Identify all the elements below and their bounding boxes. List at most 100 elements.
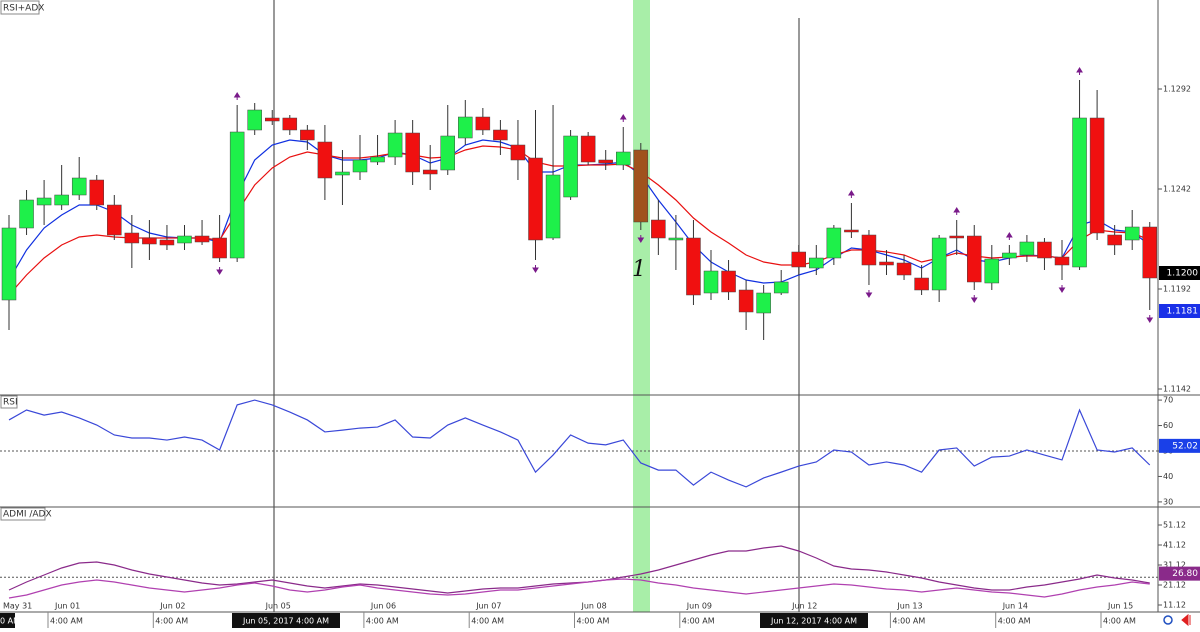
value-label-box <box>1159 438 1200 453</box>
candle-body <box>36 197 52 206</box>
panel-title-box <box>0 395 18 409</box>
candle-body <box>300 129 315 141</box>
toolbar-icons[interactable] <box>1163 613 1191 627</box>
candle-body <box>352 159 368 173</box>
fractal-up-marker <box>619 114 627 122</box>
candle-body <box>844 229 859 233</box>
crosshair-label-box <box>232 613 340 628</box>
candle-body <box>422 169 438 175</box>
value-label: 52.02 <box>1172 441 1198 451</box>
value-label: 26.80 <box>1172 569 1198 579</box>
fractal-up-marker <box>233 92 241 100</box>
indicator-line <box>8 578 1150 599</box>
value-label-box <box>1159 304 1200 318</box>
value-label: 1.1181 <box>1167 307 1199 317</box>
candle-body <box>265 117 280 122</box>
y-tick-label: 40 <box>1163 472 1173 481</box>
candle-body <box>19 199 34 229</box>
fractal-up-marker <box>953 207 961 215</box>
x-time-label: 4:00 AM <box>892 617 925 626</box>
candle-body <box>914 277 929 291</box>
candle-body <box>651 219 666 239</box>
candle-body <box>879 261 894 266</box>
candle-body <box>335 171 350 176</box>
candle-body <box>475 116 491 131</box>
value-label: 1.1200 <box>1167 269 1199 279</box>
candle-body <box>721 270 736 293</box>
y-tick-label: 1.1142 <box>1163 385 1191 394</box>
candle-body <box>1054 256 1070 266</box>
cursor-label-box <box>0 613 15 628</box>
candle-body <box>1002 252 1017 259</box>
y-tick-label: 1.1292 <box>1163 85 1191 94</box>
candle-body <box>545 174 561 239</box>
fractal-down-marker <box>532 265 539 273</box>
candle-body <box>791 251 806 268</box>
candle-body <box>984 258 1000 284</box>
x-time-label: 4:00 AM <box>998 617 1031 626</box>
candle-body <box>387 132 403 158</box>
panel-title-box <box>0 507 46 521</box>
value-label-box <box>1159 566 1200 581</box>
fractal-down-marker <box>970 295 978 303</box>
candle-body <box>931 237 947 291</box>
link-icon[interactable] <box>1163 615 1173 625</box>
candle-body <box>598 159 613 164</box>
y-tick-label: 60 <box>1163 421 1173 430</box>
annotation: 1 <box>632 257 646 282</box>
candle-body <box>896 262 912 276</box>
x-date-label: Jun 14 <box>1002 602 1028 611</box>
y-tick-label: 1.1192 <box>1163 285 1191 294</box>
value-label-box <box>1159 266 1200 280</box>
fractal-up-marker <box>1005 232 1013 240</box>
candle-body <box>89 179 104 206</box>
x-date-label: Jun 05 <box>265 602 291 611</box>
x-time-label: 4:00 AM <box>682 617 715 626</box>
candle-body <box>71 177 87 196</box>
y-tick-label: 31.12 <box>1163 561 1186 570</box>
candle-body <box>563 135 578 198</box>
scroll-end-icon[interactable] <box>1181 613 1191 627</box>
y-tick-label: 1.1242 <box>1163 185 1191 194</box>
candle-body <box>159 239 175 246</box>
x-time-label: 4:00 AM <box>577 617 610 626</box>
candle-body <box>633 149 649 223</box>
candle-body <box>142 237 157 245</box>
y-tick-label: 41.12 <box>1163 541 1186 550</box>
candle-body <box>949 235 964 239</box>
candle-body <box>1107 234 1122 246</box>
candle-body <box>528 157 543 241</box>
x-date-label: Jun 12 <box>791 602 817 611</box>
candle-body <box>668 237 684 241</box>
x-date-label: Jun 08 <box>581 602 607 611</box>
candle-body <box>107 204 122 236</box>
candle-body <box>229 131 245 259</box>
candle-body <box>440 135 455 171</box>
panel-title-box <box>0 0 40 15</box>
candle-body <box>703 270 719 294</box>
x-time-label: 4:00 AM <box>366 617 399 626</box>
panel-title: ADMI /ADX <box>3 510 52 520</box>
candle-body <box>405 132 420 173</box>
candle-body <box>861 234 877 266</box>
candle-body <box>1037 241 1052 259</box>
candle-body <box>493 129 508 141</box>
x-date-label: Jun 01 <box>54 602 80 611</box>
y-tick-label: 30 <box>1163 497 1173 506</box>
panel-title: RSI+ADX <box>3 4 44 14</box>
candle-body <box>510 144 526 161</box>
candle-body <box>177 235 192 244</box>
highlight-band <box>633 0 650 612</box>
candle-body <box>212 237 227 259</box>
fractal-down-marker <box>216 267 224 275</box>
candle-body <box>282 117 298 131</box>
x-date-label: Jun 02 <box>159 602 185 611</box>
fractal-down-marker <box>1146 315 1154 323</box>
x-date-label: May 31 <box>3 602 32 611</box>
candle-body <box>686 237 701 296</box>
crosshair-label: Jun 12, 2017 4:00 AM <box>770 617 857 626</box>
candle-body <box>1142 226 1157 279</box>
x-time-label: 4:00 AM <box>50 617 83 626</box>
